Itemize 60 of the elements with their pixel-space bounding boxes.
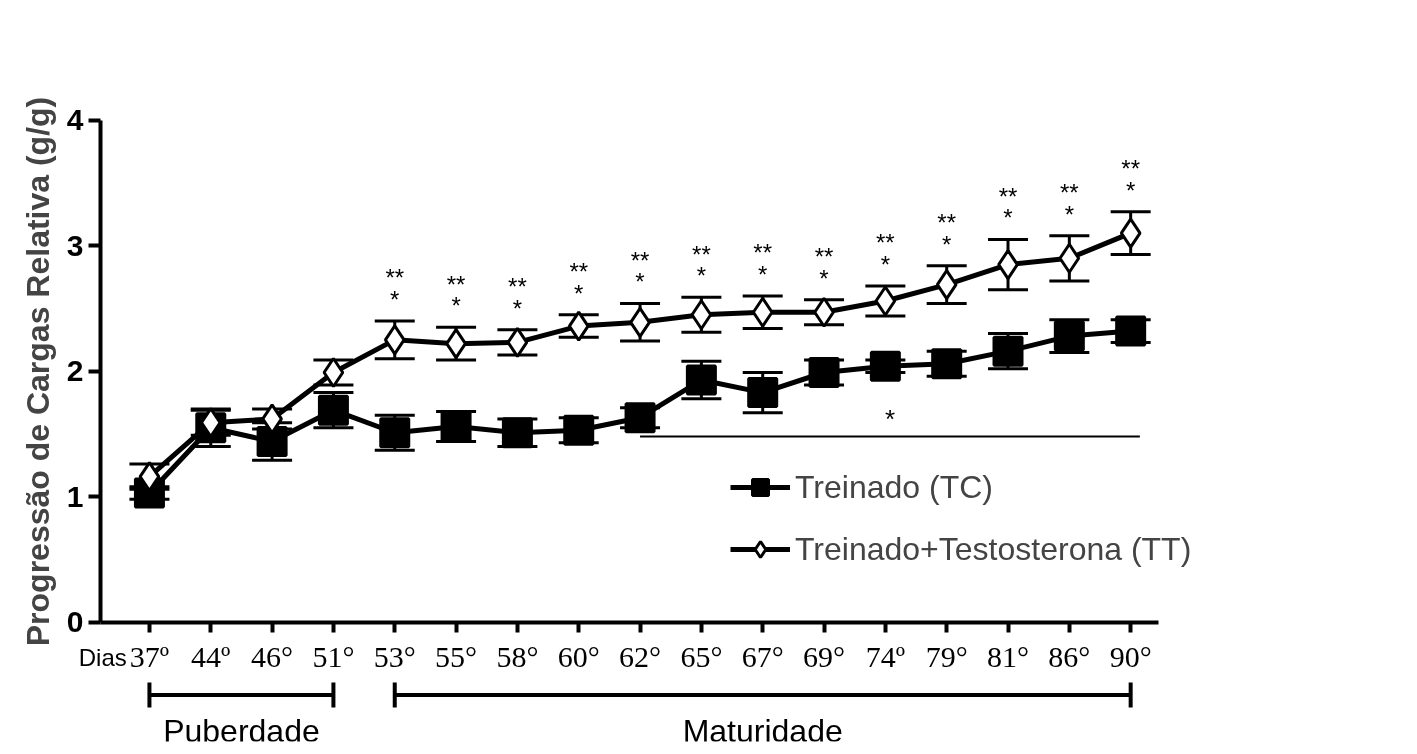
x-tick-label: 46° bbox=[251, 640, 294, 674]
point bbox=[506, 326, 529, 358]
y-tick-label: 0 bbox=[66, 605, 84, 639]
point bbox=[751, 296, 774, 328]
point bbox=[869, 350, 901, 382]
annotation: ** * bbox=[446, 270, 466, 320]
annotation: ** * bbox=[876, 229, 895, 278]
point bbox=[874, 285, 897, 317]
point bbox=[1119, 217, 1142, 249]
point bbox=[383, 324, 406, 356]
point bbox=[256, 426, 288, 458]
annotation: ** * bbox=[569, 258, 589, 307]
x-tick-label: 51° bbox=[312, 640, 355, 674]
point bbox=[808, 357, 840, 388]
x-tick-label: 69° bbox=[803, 640, 846, 674]
text: Maturidade bbox=[682, 712, 843, 749]
y-axis-title: Progressão de Cargas Relativa (g/g) bbox=[19, 96, 56, 647]
point bbox=[690, 299, 713, 331]
annotation: ** * bbox=[1060, 179, 1079, 228]
y-tick-label: 2 bbox=[66, 354, 84, 388]
legend-label: Treinado (TC) bbox=[795, 467, 993, 507]
x-tick-label: 67° bbox=[741, 640, 784, 674]
x-tick-label: 79° bbox=[925, 640, 968, 674]
point bbox=[931, 348, 963, 380]
point bbox=[935, 269, 958, 301]
x-tick-label: 37º bbox=[129, 640, 170, 674]
x-tick-label: 90° bbox=[1109, 640, 1152, 674]
y-tick-label: 1 bbox=[66, 479, 84, 513]
text: Puberdade bbox=[163, 712, 320, 749]
annotation: ** * bbox=[937, 209, 957, 258]
x-tick-label: 81° bbox=[987, 640, 1030, 674]
x-tick-label: 58° bbox=[496, 640, 539, 674]
x-tick-label: 53° bbox=[373, 640, 416, 674]
text: Dias bbox=[78, 643, 127, 671]
annotation: ** * bbox=[385, 264, 405, 314]
x-tick-label: 65° bbox=[680, 640, 723, 674]
legend-label: Treinado+Testosterona (TT) bbox=[795, 529, 1192, 569]
annotation: ** * bbox=[508, 273, 527, 322]
x-tick-label: 62° bbox=[619, 640, 662, 674]
point bbox=[322, 357, 345, 388]
y-tick-label: 3 bbox=[66, 228, 84, 262]
x-tick-label: 44º bbox=[191, 640, 231, 674]
point bbox=[747, 377, 779, 409]
annotation: ** * bbox=[753, 239, 773, 288]
x-tick-label: 86° bbox=[1048, 640, 1091, 674]
point bbox=[440, 410, 472, 442]
annotation: ** * bbox=[630, 246, 650, 296]
annotation: ** * bbox=[998, 182, 1018, 232]
annotation: ** * bbox=[692, 240, 711, 290]
point bbox=[1058, 242, 1081, 274]
point bbox=[624, 402, 656, 434]
y-tick-label: 4 bbox=[66, 103, 84, 137]
x-tick-label: 74º bbox=[865, 640, 906, 674]
annotation: ** * bbox=[1121, 155, 1141, 204]
point bbox=[567, 310, 590, 342]
point bbox=[563, 414, 595, 446]
ref-line-label: * bbox=[884, 404, 896, 434]
annotation: ** * bbox=[814, 243, 834, 292]
x-tick-label: 55° bbox=[435, 640, 478, 674]
x-tick-label: 60° bbox=[557, 640, 600, 674]
